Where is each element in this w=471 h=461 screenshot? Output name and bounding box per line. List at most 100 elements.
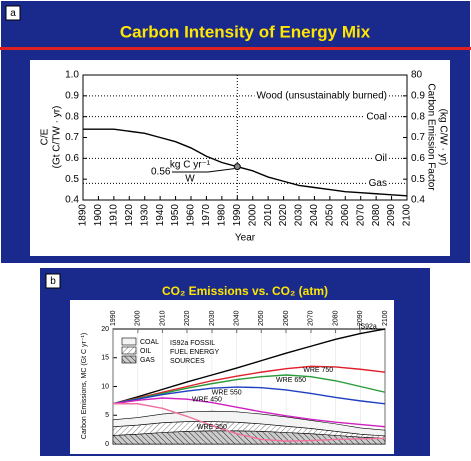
x-tick-label: 2040: [233, 310, 240, 326]
label-bg: [372, 152, 389, 164]
x-tick-label: 2010: [263, 204, 274, 227]
legend-swatch: [121, 355, 137, 364]
y2-tick-label: 0.9: [411, 90, 425, 101]
y2-tick-label: 80: [411, 70, 423, 81]
x-axis-label: Year: [235, 233, 256, 244]
x-tick-label: 1970: [201, 204, 212, 227]
y-tick-label: 0.5: [65, 174, 79, 185]
reference-label: Wood (unsustainably burned): [257, 90, 387, 101]
panel-b-tag: [45, 273, 61, 289]
y-axis-label: Carbon Emissions, MC (Gt C yr⁻¹): [81, 333, 88, 439]
legend-label: OIL: [140, 348, 151, 355]
y2-tick-label: 0.5: [411, 174, 425, 185]
x-tick-label: 1990: [110, 310, 117, 326]
annotation-num: kg C yr⁻¹: [170, 160, 211, 171]
x-tick-label: 1940: [155, 204, 166, 227]
x-tick-label: 1900: [93, 204, 104, 227]
panel-a-tag: [5, 5, 21, 21]
chart-title: Carbon Intensity of Energy Mix: [120, 22, 371, 41]
x-tick-label: 2080: [332, 310, 339, 326]
y-tick-label: 0.8: [65, 111, 79, 122]
series-label: WRE 650: [276, 377, 306, 384]
x-tick-label: 2030: [209, 310, 216, 326]
x-tick-label: 2030: [294, 204, 305, 227]
series-line: [83, 128, 408, 197]
x-tick-label: 1910: [108, 204, 119, 227]
label-bg: [254, 90, 389, 102]
y-tick-label: 15: [101, 355, 109, 362]
series-label: WRE 550: [212, 390, 242, 397]
x-tick-label: 2020: [278, 204, 289, 227]
x-tick-label: 2100: [402, 204, 413, 227]
reference-label: Gas: [369, 178, 387, 189]
legend-note: FUEL ENERGY: [170, 349, 219, 356]
y2-tick-label: 0.4: [411, 195, 425, 206]
legend-swatch: [121, 346, 137, 355]
annotation-point: [233, 163, 241, 171]
y-tick-label: 0.4: [65, 195, 79, 206]
x-tick-label: 2050: [258, 310, 265, 326]
y-axis-units: (Gt C/TW · yr): [52, 106, 63, 169]
x-tick-label: 1960: [186, 204, 197, 227]
x-tick-label: 2070: [308, 310, 315, 326]
x-tick-label: 2090: [357, 310, 364, 326]
series-label: IS92a: [359, 323, 377, 330]
label-bg: [364, 111, 389, 123]
chart-title: CO₂ Emissions vs. CO₂ (atm): [162, 284, 328, 298]
x-tick-label: 1930: [139, 204, 150, 227]
x-tick-label: 2050: [324, 204, 335, 227]
y-tick-label: 20: [101, 326, 109, 333]
x-tick-label: 2010: [159, 310, 166, 326]
x-tick-label: 2100: [382, 310, 389, 326]
y2-tick-label: 0.6: [411, 153, 425, 164]
stack-area: [112, 410, 386, 437]
legend-note: IS92a FOSSIL: [170, 340, 215, 347]
y-tick-label: 1.0: [65, 70, 79, 81]
annotation-den: W: [185, 174, 195, 185]
series-line: [113, 403, 386, 442]
x-tick-label: 2000: [247, 204, 258, 227]
series-line: [112, 328, 386, 405]
series-line: [112, 386, 386, 405]
x-tick-label: 1890: [78, 204, 89, 227]
x-tick-label: 1950: [170, 204, 181, 227]
label-bg: [366, 177, 389, 189]
x-tick-label: 2040: [309, 204, 320, 227]
series-line: [112, 374, 386, 405]
legend-note: SOURCES: [170, 358, 205, 365]
x-tick-label: 2070: [355, 204, 366, 227]
y-axis-label: C/E: [40, 128, 51, 145]
series-label: WRE 450: [192, 396, 222, 403]
y-tick-label: 0.7: [65, 132, 79, 143]
legend-swatch: [121, 337, 137, 346]
legend-label: COAL: [140, 339, 159, 346]
series-line: [112, 397, 386, 428]
annotation-leader: [207, 168, 235, 173]
y-tick-label: 10: [101, 383, 109, 390]
x-tick-label: 2060: [340, 204, 351, 227]
reference-label: Coal: [366, 111, 387, 122]
title-rule: [0, 47, 471, 50]
series-line: [112, 365, 386, 405]
y2-tick-label: 0.7: [411, 132, 425, 143]
x-tick-label: 2080: [371, 204, 382, 227]
panel-label: b: [50, 276, 56, 287]
series-label: WRE 750: [303, 367, 333, 374]
y-tick-label: 0.9: [65, 90, 79, 101]
x-tick-label: 1990: [232, 204, 243, 227]
panel-label: a: [10, 8, 16, 19]
x-tick-label: 1980: [216, 204, 227, 227]
annotation-value: 0.56: [151, 167, 171, 178]
y2-axis-units: (kg C/W · yr): [437, 109, 448, 166]
x-tick-label: 2060: [283, 310, 290, 326]
x-tick-label: 2000: [135, 310, 142, 326]
y2-axis-label: Carbon Emission Factor: [425, 83, 436, 191]
y2-tick-label: 0.8: [411, 111, 425, 122]
y-tick-label: 0: [105, 441, 109, 448]
x-tick-label: 2020: [184, 310, 191, 326]
reference-label: Oil: [375, 153, 387, 164]
legend-label: GAS: [140, 357, 155, 364]
y-tick-label: 0.6: [65, 153, 79, 164]
series-label: WRE 350: [197, 424, 227, 431]
